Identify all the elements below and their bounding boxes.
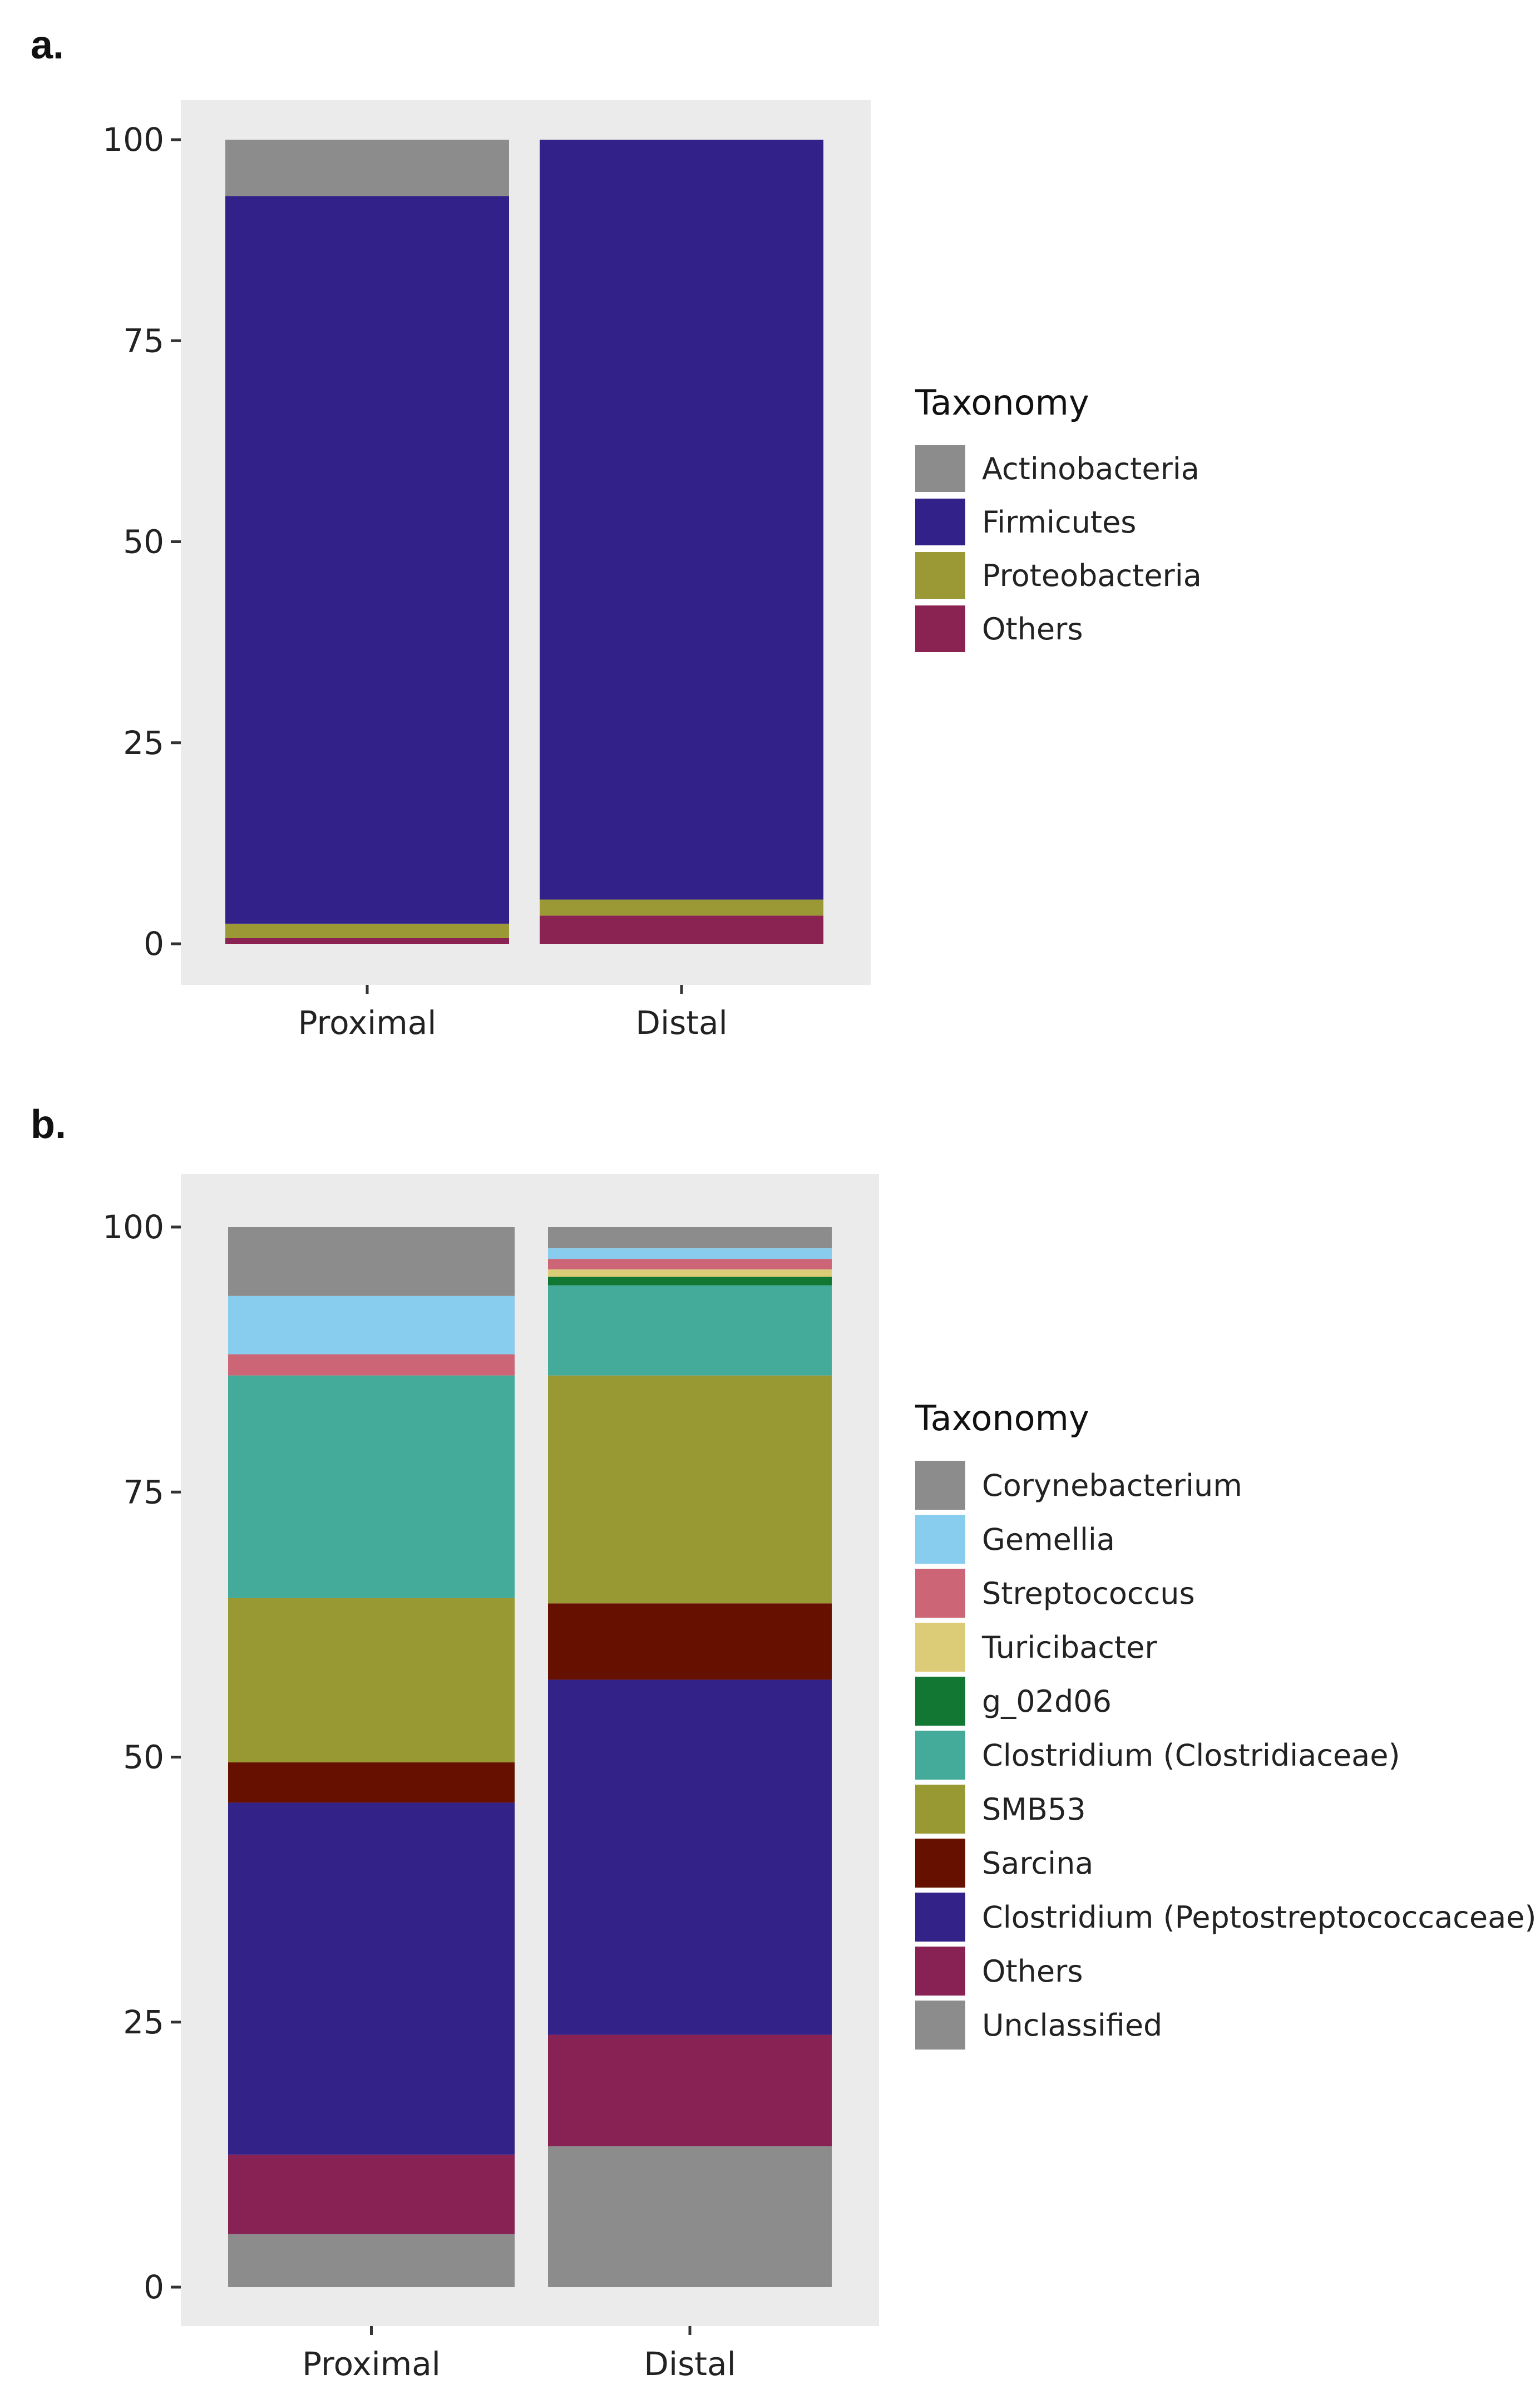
y-tick-label: 100 — [102, 121, 164, 159]
y-tick-label: 75 — [123, 322, 164, 359]
bar-segment-distal-11 — [548, 2146, 832, 2287]
legend: Taxonomy Actinobacteria Firmicutes Proteoba… — [915, 382, 1202, 652]
x-tick-label: Distal — [635, 1004, 727, 1042]
bar-segment-proximal-7 — [228, 1598, 515, 1763]
bar-segment-proximal-1 — [225, 140, 509, 196]
legend-swatch — [915, 1461, 965, 1510]
bar-segment-distal-1 — [548, 1227, 832, 1249]
panel-label: a. — [31, 23, 64, 67]
legend-label: Actinobacteria — [982, 451, 1200, 486]
legend-swatch — [915, 1839, 965, 1888]
legend-label: Others — [982, 612, 1083, 647]
y-tick-label: 75 — [123, 1473, 164, 1511]
legend-swatch — [915, 1785, 965, 1834]
bar-segment-proximal-8 — [228, 1762, 515, 1803]
chart-panel-1: a. 0 25 50 75 100 Proximal Distal Taxonomy Actino… — [31, 23, 1202, 1042]
y-tick-label: 50 — [123, 1738, 164, 1776]
bar-segment-distal-5 — [548, 1277, 832, 1285]
y-tick-label: 100 — [102, 1208, 164, 1246]
legend-swatch — [915, 1569, 965, 1618]
bar-segment-distal-10 — [548, 2034, 832, 2146]
bar-segment-proximal-1 — [228, 1227, 515, 1296]
bar-segment-distal-2 — [540, 140, 823, 900]
bar-segment-distal-4 — [540, 915, 823, 944]
bar-segment-distal-9 — [548, 1679, 832, 2035]
x-tick-label: Proximal — [298, 1004, 437, 1042]
legend-swatch — [915, 1677, 965, 1726]
legend-swatch — [915, 1731, 965, 1780]
chart-panel-2: b. 0 25 50 75 100 Proximal Distal Taxonomy Coryne… — [31, 1102, 1536, 2383]
legend-label: Clostridium (Clostridiaceae) — [982, 1738, 1400, 1773]
x-tick-label: Proximal — [302, 2345, 441, 2383]
legend-swatch — [915, 1623, 965, 1672]
bar-segment-proximal-9 — [228, 1802, 515, 2155]
panel-label: b. — [31, 1102, 66, 1147]
legend-label: Firmicutes — [982, 505, 1136, 540]
legend-label: Streptococcus — [982, 1576, 1195, 1611]
y-tick-label: 0 — [144, 925, 164, 963]
bar-segment-proximal-11 — [228, 2234, 515, 2287]
y-tick-label: 0 — [144, 2268, 164, 2306]
legend-swatch — [915, 499, 965, 545]
legend-swatch — [915, 1515, 965, 1564]
bar-segment-proximal-10 — [228, 2154, 515, 2234]
legend-label: Others — [982, 1954, 1083, 1989]
legend-label: Clostridium (Peptostreptococcaceae) — [982, 1900, 1536, 1935]
y-tick-label: 50 — [123, 523, 164, 561]
legend-swatch — [915, 445, 965, 492]
legend-label: Sarcina — [982, 1846, 1093, 1881]
legend-label: g_02d06 — [982, 1684, 1112, 1719]
legend-swatch — [915, 605, 965, 652]
x-tick-label: Distal — [644, 2345, 736, 2383]
legend-swatch — [915, 2001, 965, 2050]
bar-segment-proximal-2 — [225, 196, 509, 924]
legend-label: Unclassified — [982, 2008, 1162, 2043]
bar-segment-distal-3 — [548, 1259, 832, 1270]
bar-segment-distal-2 — [548, 1248, 832, 1259]
bar-segment-distal-8 — [548, 1603, 832, 1680]
y-tick-label: 25 — [123, 2003, 164, 2041]
legend-title: Taxonomy — [915, 382, 1089, 423]
bar-segment-distal-7 — [548, 1375, 832, 1604]
bar-segment-proximal-4 — [225, 938, 509, 944]
legend-swatch — [915, 1947, 965, 1996]
legend-label: SMB53 — [982, 1792, 1086, 1827]
bar-segment-proximal-6 — [228, 1375, 515, 1598]
bar-segment-distal-3 — [540, 899, 823, 916]
bar-segment-distal-4 — [548, 1269, 832, 1277]
bar-segment-proximal-2 — [228, 1295, 515, 1354]
legend-label: Gemellia — [982, 1522, 1115, 1557]
legend-label: Corynebacterium — [982, 1468, 1242, 1503]
bar-segment-proximal-3 — [225, 923, 509, 938]
legend: Taxonomy Corynebacterium Gemellia Streptoco… — [915, 1398, 1536, 2050]
legend-label: Proteobacteria — [982, 558, 1202, 593]
legend-label: Turicibacter — [981, 1630, 1157, 1665]
legend-swatch — [915, 1893, 965, 1942]
legend-title: Taxonomy — [915, 1398, 1089, 1439]
bar-segment-distal-6 — [548, 1285, 832, 1376]
y-tick-label: 25 — [123, 724, 164, 762]
bar-segment-proximal-3 — [228, 1354, 515, 1376]
legend-swatch — [915, 552, 965, 599]
